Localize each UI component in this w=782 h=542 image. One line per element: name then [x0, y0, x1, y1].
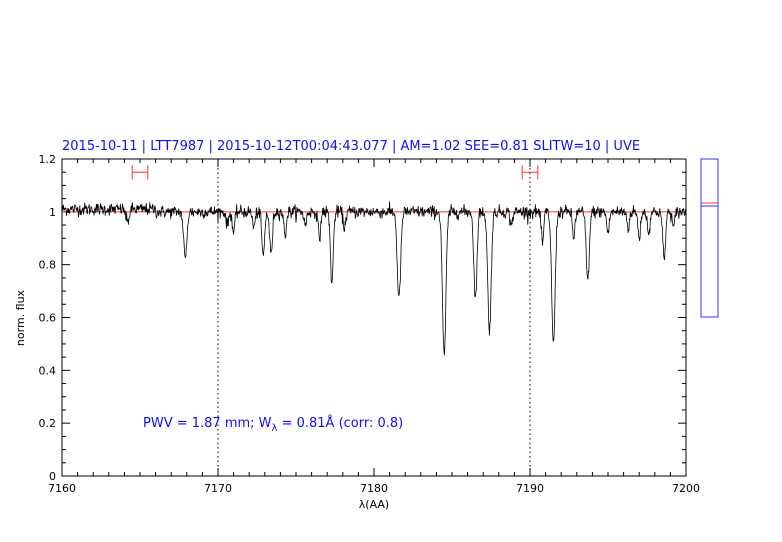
axis-ticks	[61, 158, 687, 477]
x-tick-label: 7160	[48, 482, 76, 495]
pwv-annotation: PWV = 1.87 mm; Wλ = 0.81Å (corr: 0.8)	[143, 415, 403, 434]
x-axis-label: λ(AA)	[359, 498, 389, 511]
range-markers	[131, 165, 539, 180]
x-tick-label: 7170	[204, 482, 232, 495]
y-tick-labels: 0 0.2 0.4 0.6 0.8 1 1.2	[39, 153, 57, 483]
inset-frame	[700, 158, 719, 318]
y-tick-label: 0.2	[39, 417, 57, 430]
pwv-annotation-suffix: = 0.81Å (corr: 0.8)	[277, 415, 403, 431]
x-tick-label: 7180	[360, 482, 388, 495]
y-tick-label: 0	[49, 470, 56, 483]
x-tick-labels: 7160 7170 7180 7190 7200	[48, 482, 700, 495]
y-tick-label: 0.8	[39, 259, 57, 272]
pwv-annotation-subscript: λ	[272, 423, 278, 434]
pwv-annotation-prefix: PWV = 1.87 mm; W	[143, 416, 272, 431]
y-tick-label: 0.4	[39, 364, 57, 377]
x-tick-label: 7190	[516, 482, 544, 495]
y-tick-label: 0.6	[39, 312, 57, 325]
spectrum-line	[61, 201, 687, 356]
chart-title: 2015-10-11 | LTT7987 | 2015-10-12T00:04:…	[62, 139, 640, 154]
inset-panel	[700, 158, 719, 318]
x-tick-label: 7200	[672, 482, 700, 495]
y-tick-label: 1	[49, 206, 56, 219]
y-axis-label: norm. flux	[14, 289, 27, 346]
reference-lines	[217, 159, 531, 476]
y-tick-label: 1.2	[39, 153, 57, 166]
